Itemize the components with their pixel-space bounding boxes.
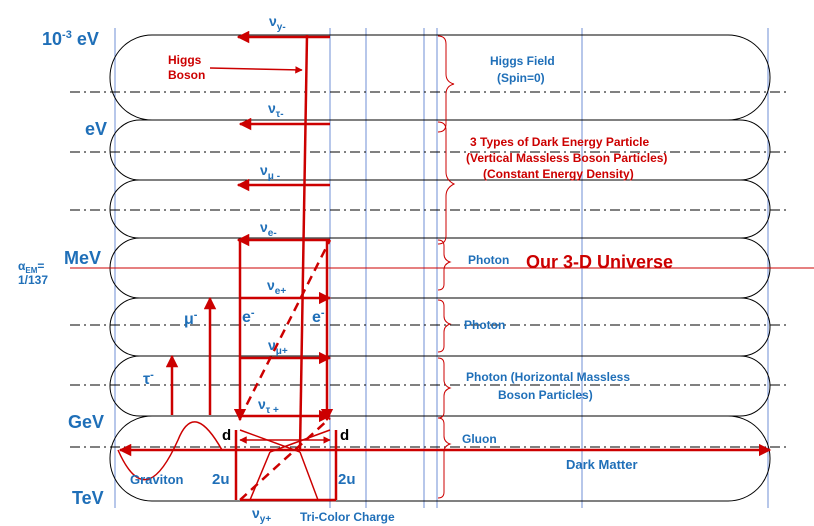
nu-tau-minus: ντ- <box>268 100 284 120</box>
photon-label-1: Photon <box>468 253 509 267</box>
neutrino-labels: νy- ντ- νμ - νe- νe+ νμ+ ντ + νy+ <box>252 13 288 525</box>
particle-arrows <box>118 30 772 502</box>
label-ev: eV <box>85 119 107 139</box>
nu-tau-plus: ντ + <box>258 396 279 416</box>
higgs-field-label-1: Higgs Field <box>490 54 555 68</box>
dashdot-lines <box>70 91 790 448</box>
higgs-vertical-line <box>298 34 309 451</box>
nu-mu-plus: νμ+ <box>268 337 288 357</box>
braces <box>437 35 456 499</box>
graviton-label: Graviton <box>130 472 184 487</box>
label-d-left: d <box>222 427 231 444</box>
label-gev: GeV <box>68 412 104 432</box>
dark-energy-label-2: (Vertical Massless Boson Particles) <box>466 151 667 165</box>
alpha-em-value: 1/137 <box>18 273 48 287</box>
particle-labels: μ- τ- e- e- d d 2u 2u <box>143 307 356 488</box>
graviton-wave <box>117 421 223 481</box>
label-e-left: e- <box>242 307 255 326</box>
layer-2 <box>109 119 771 181</box>
dark-matter-label: Dark Matter <box>566 457 638 472</box>
dark-energy-label-1: 3 Types of Dark Energy Particle <box>470 135 650 149</box>
nu-e-minus: νe- <box>260 219 277 239</box>
alpha-em-symbol: αEM= <box>18 259 44 275</box>
higgs-boson-label-1: Higgs <box>168 53 202 67</box>
nu-y-plus: νy+ <box>252 505 271 525</box>
photon-label-3a: Photon (Horizontal Massless <box>466 370 630 384</box>
tri-color-label: Tri-Color Charge <box>300 510 395 524</box>
label-e-right: e- <box>312 307 325 326</box>
higgs-boson-label-2: Boson <box>168 68 205 82</box>
label-tau: τ- <box>143 369 154 388</box>
label-mu: μ- <box>184 309 198 328</box>
nu-mu-minus: νμ - <box>260 162 280 182</box>
nu-e-plus: νe+ <box>267 277 286 297</box>
gluon-label: Gluon <box>462 432 497 446</box>
label-mev: MeV <box>64 248 101 268</box>
layer-1 <box>109 34 771 121</box>
annotations: Higgs Boson Higgs Field (Spin=0) 3 Types… <box>130 53 673 524</box>
higgs-field-label-2: (Spin=0) <box>497 71 545 85</box>
label-1e-3-ev: 10-3 eV <box>42 29 99 49</box>
photon-label-3b: Boson Particles) <box>498 388 593 402</box>
our-universe-label: Our 3-D Universe <box>526 252 673 272</box>
dark-energy-label-3: (Constant Energy Density) <box>483 167 634 181</box>
nu-y-minus: νy- <box>269 13 286 33</box>
label-2u-right: 2u <box>338 471 356 488</box>
label-d-right: d <box>340 427 349 444</box>
label-tev: TeV <box>72 488 104 508</box>
layer-7 <box>109 415 771 502</box>
layer-3 <box>109 179 771 239</box>
label-2u-left: 2u <box>212 471 230 488</box>
photon-label-2: Photon <box>464 318 505 332</box>
